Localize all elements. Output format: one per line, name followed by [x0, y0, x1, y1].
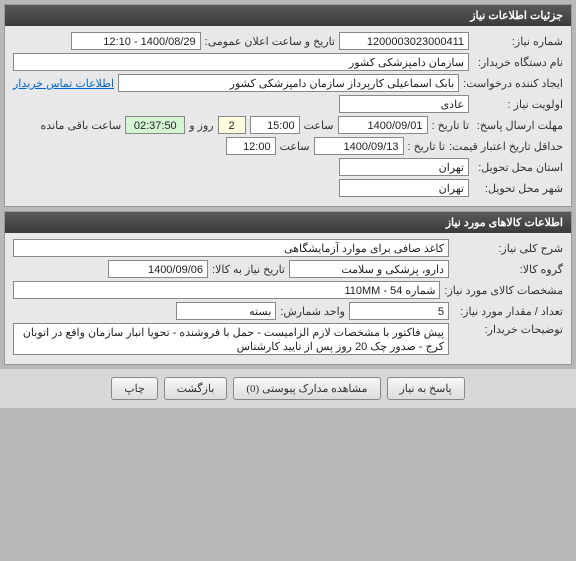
buyer-org-label: نام دستگاه خریدار:	[473, 56, 563, 69]
public-announce-label: تاریخ و ساعت اعلان عمومی:	[205, 35, 335, 48]
need-date-label: تاریخ نیاز به کالا:	[212, 263, 285, 276]
deadline-time-field: 15:00	[250, 116, 300, 134]
buyer-notes-field: پیش فاکتور با مشخصات لازم الزامیست - حمل…	[13, 323, 449, 355]
goods-spec-label: مشخصات کالای مورد نیاز:	[444, 284, 563, 297]
respond-button[interactable]: پاسخ به نیاز	[387, 377, 465, 400]
min-credit-to-label: تا تاریخ :	[408, 140, 445, 153]
days-remain-field: 2	[218, 116, 246, 134]
min-credit-time-label: ساعت	[280, 140, 310, 153]
goods-spec-field: شماره 54 - 110MM	[13, 281, 440, 299]
min-credit-time-field: 12:00	[226, 137, 276, 155]
min-credit-label: حداقل تاریخ اعتبار قیمت:	[449, 140, 563, 153]
need-date-field: 1400/09/06	[108, 260, 208, 278]
contact-link[interactable]: اطلاعات تماس خریدار	[13, 77, 114, 90]
goods-info-body: شرح کلی نیاز: کاغذ صافی برای موارد آزمای…	[5, 233, 571, 364]
buyer-notes-label: توضیحات خریدار:	[453, 323, 563, 336]
delivery-province-field: تهران	[339, 158, 469, 176]
qty-field: 5	[349, 302, 449, 320]
delivery-city-field: تهران	[339, 179, 469, 197]
print-button[interactable]: چاپ	[111, 377, 158, 400]
countdown-field: 02:37:50	[125, 116, 185, 134]
priority-label: اولویت نیاز :	[473, 98, 563, 111]
countdown-label: ساعت باقی مانده	[41, 119, 122, 132]
qty-label: تعداد / مقدار مورد نیاز:	[453, 305, 563, 318]
public-announce-field: 1400/08/29 - 12:10	[71, 32, 201, 50]
deadline-label: مهلت ارسال پاسخ:	[473, 119, 563, 132]
need-number-label: شماره نیاز:	[473, 35, 563, 48]
goods-info-header: اطلاعات کالاهای مورد نیاز	[5, 212, 571, 233]
min-credit-date-field: 1400/09/13	[314, 137, 404, 155]
unit-label: واحد شمارش:	[280, 305, 345, 318]
need-details-panel: جزئیات اطلاعات نیاز شماره نیاز: 12000030…	[4, 4, 572, 207]
general-desc-label: شرح کلی نیاز:	[453, 242, 563, 255]
goods-group-field: دارو، پزشکی و سلامت	[289, 260, 449, 278]
creator-field: بابک اسماعیلی کارپرداز سازمان دامپزشکی ک…	[118, 74, 459, 92]
back-button[interactable]: بازگشت	[164, 377, 228, 400]
days-remain-label: روز و	[189, 119, 213, 132]
need-number-field: 1200003023000411	[339, 32, 469, 50]
unit-field: بسته	[176, 302, 276, 320]
creator-label: ایجاد کننده درخواست:	[463, 77, 563, 90]
goods-group-label: گروه کالا:	[453, 263, 563, 276]
general-desc-field: کاغذ صافی برای موارد آزمایشگاهی	[13, 239, 449, 257]
delivery-city-label: شهر محل تحویل:	[473, 182, 563, 195]
need-details-header: جزئیات اطلاعات نیاز	[5, 5, 571, 26]
need-details-body: شماره نیاز: 1200003023000411 تاریخ و ساع…	[5, 26, 571, 206]
priority-field: عادی	[339, 95, 469, 113]
buttons-row: پاسخ به نیاز مشاهده مدارک پیوستی (0) باز…	[0, 369, 576, 408]
deadline-time-label: ساعت	[304, 119, 334, 132]
goods-info-panel: اطلاعات کالاهای مورد نیاز شرح کلی نیاز: …	[4, 211, 572, 365]
deadline-to-label: تا تاریخ :	[432, 119, 469, 132]
deadline-date-field: 1400/09/01	[338, 116, 428, 134]
delivery-province-label: استان محل تحویل:	[473, 161, 563, 174]
attachments-button[interactable]: مشاهده مدارک پیوستی (0)	[233, 377, 380, 400]
buyer-org-field: سازمان دامپزشکی کشور	[13, 53, 469, 71]
